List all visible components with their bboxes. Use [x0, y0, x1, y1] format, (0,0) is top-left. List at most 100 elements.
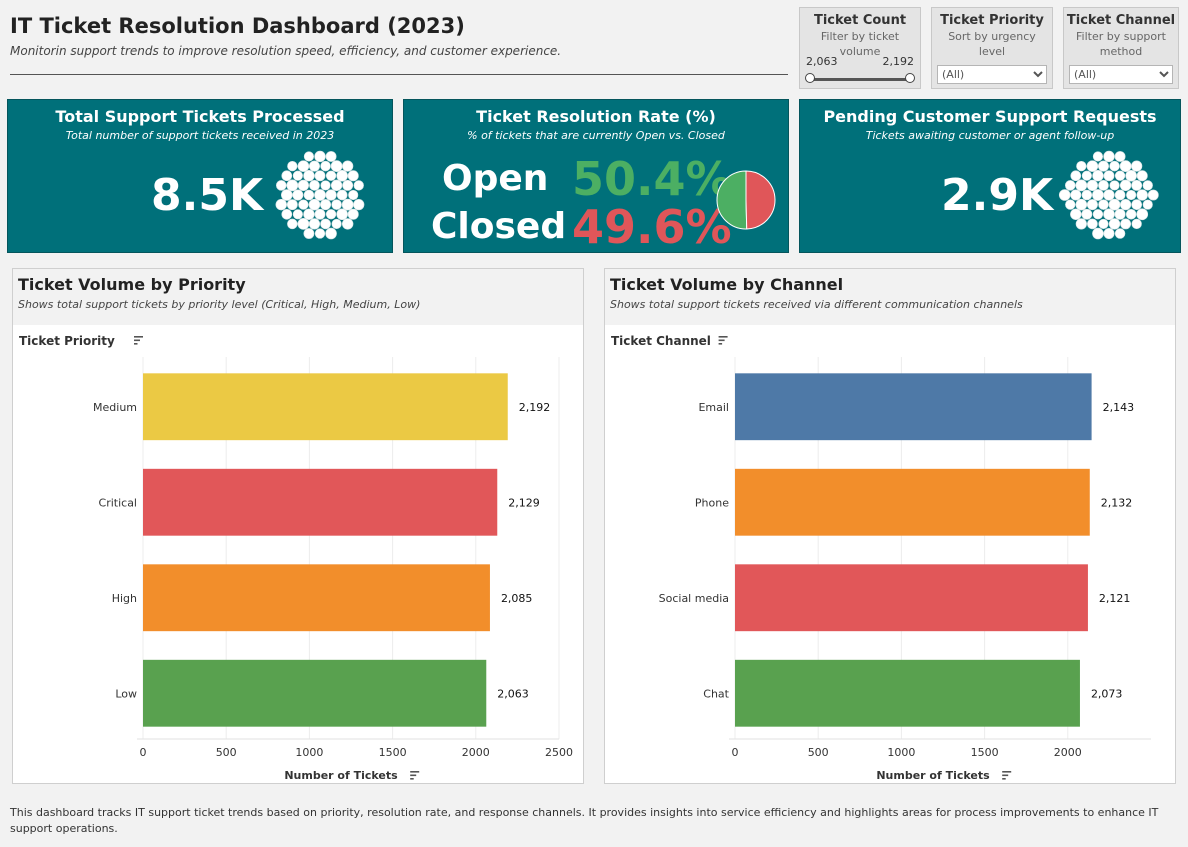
sort-icon[interactable]	[718, 336, 728, 345]
kpi-total-tickets: Total Support Tickets Processed Total nu…	[7, 99, 393, 253]
bubble	[1131, 179, 1143, 191]
bubble	[1136, 189, 1148, 201]
x-tick-label: 1000	[295, 746, 323, 759]
bubble	[1103, 228, 1115, 240]
pie-slice-closed	[745, 170, 776, 230]
bubble	[1086, 199, 1098, 211]
bubble	[314, 208, 326, 220]
bubble	[331, 218, 342, 229]
bubble	[1109, 160, 1120, 172]
bubble	[1114, 170, 1126, 181]
bar[interactable]	[735, 373, 1092, 441]
kpi-pending-requests: Pending Customer Support Requests Ticket…	[799, 99, 1181, 253]
x-axis-title: Number of Tickets	[284, 769, 398, 782]
bubble	[314, 150, 326, 163]
channel-chart-title: Ticket Volume by Channel	[610, 275, 844, 294]
bubble	[1147, 189, 1159, 201]
category-label: Low	[115, 687, 137, 700]
data-label: 2,192	[519, 401, 551, 414]
bubble	[308, 198, 321, 211]
dashboard-footer-note: This dashboard tracks IT support ticket …	[10, 806, 1159, 835]
y-axis-title: Ticket Priority	[19, 334, 115, 348]
ticket-priority-filter: Ticket Priority Sort by urgency level (A…	[931, 7, 1053, 89]
bubble	[325, 170, 337, 181]
bubble	[1103, 189, 1115, 201]
bubble	[1075, 218, 1087, 230]
bubble	[1076, 160, 1087, 172]
bubble	[1136, 208, 1149, 221]
kpi-resolution-rate: Ticket Resolution Rate (%) % of tickets …	[403, 99, 789, 254]
bar[interactable]	[735, 468, 1090, 536]
bubble	[298, 199, 309, 210]
bubble	[292, 209, 303, 220]
bubble	[276, 180, 287, 191]
category-label: Critical	[99, 496, 137, 509]
bubble	[336, 169, 348, 182]
ticket-channel-select[interactable]: (All)	[1069, 65, 1173, 84]
priority-chart-header: Ticket Volume by Priority Shows total su…	[13, 269, 583, 325]
bar[interactable]	[143, 373, 508, 441]
bubble	[341, 198, 354, 211]
ticket-channel-filter: Ticket Channel Filter by support method …	[1063, 7, 1179, 89]
bubble	[1120, 218, 1132, 230]
bar[interactable]	[143, 659, 487, 727]
bubble	[1125, 169, 1137, 182]
bubble	[1114, 151, 1126, 162]
bubble	[336, 189, 348, 201]
bubble	[320, 180, 331, 191]
slider-track[interactable]	[810, 78, 910, 81]
bubble	[287, 160, 298, 172]
kpi-pending-subtitle: Tickets awaiting customer or agent follo…	[865, 129, 1115, 142]
bubble	[342, 160, 354, 172]
bubble	[1086, 179, 1098, 191]
bar[interactable]	[143, 468, 498, 536]
header-divider	[10, 74, 788, 75]
bubble	[1114, 189, 1126, 201]
bubble	[1109, 180, 1120, 191]
bubble	[1098, 218, 1109, 229]
slider-max-handle[interactable]	[905, 73, 915, 83]
bar[interactable]	[735, 564, 1088, 632]
bubble	[1092, 170, 1104, 182]
sort-icon[interactable]	[134, 336, 143, 345]
bubble	[1081, 208, 1093, 220]
bubble	[286, 179, 299, 192]
bubble	[320, 218, 331, 230]
channel-chart-panel: Ticket Volume by Channel Shows total sup…	[604, 268, 1176, 784]
bar[interactable]	[735, 659, 1080, 727]
x-tick-label: 1500	[971, 746, 999, 759]
bubble	[347, 170, 359, 182]
bubble	[1108, 198, 1121, 211]
bubble	[1131, 199, 1142, 210]
bubble	[1065, 180, 1076, 191]
bubble	[325, 189, 337, 201]
kpi-pending-title: Pending Customer Support Requests	[823, 107, 1157, 126]
sort-icon[interactable]	[410, 771, 420, 780]
x-axis-title: Number of Tickets	[876, 769, 990, 782]
category-label: Phone	[695, 496, 729, 509]
sort-icon[interactable]	[1002, 771, 1012, 780]
packed-bubbles-icon	[275, 150, 365, 240]
ticket-count-filter-subtitle: Filter by ticket volume	[820, 30, 900, 58]
bar[interactable]	[143, 564, 490, 632]
slider-min-handle[interactable]	[805, 73, 815, 83]
x-tick-label: 500	[216, 746, 237, 759]
bubble	[1126, 189, 1137, 201]
bubble	[1142, 180, 1153, 191]
bubble	[1097, 160, 1109, 172]
priority-chart-panel: Ticket Volume by Priority Shows total su…	[12, 268, 584, 784]
slider-min-value: 2,063	[806, 55, 838, 68]
x-tick-label: 0	[140, 746, 147, 759]
bubble	[281, 189, 293, 201]
bubble	[353, 199, 365, 211]
ticket-priority-filter-subtitle: Sort by urgency level	[948, 30, 1036, 58]
bubble	[325, 151, 337, 162]
data-label: 2,063	[497, 687, 529, 700]
category-label: Chat	[703, 687, 729, 700]
kpi-pending-value: 2.9K	[941, 170, 1054, 221]
closed-label: Closed	[431, 206, 567, 247]
ticket-priority-filter-title: Ticket Priority	[940, 13, 1044, 28]
ticket-priority-select[interactable]: (All)	[937, 65, 1047, 84]
category-label: Social media	[659, 592, 729, 605]
bubble	[275, 198, 287, 211]
